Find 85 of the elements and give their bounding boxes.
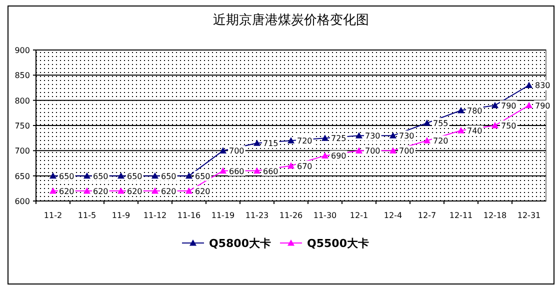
data-label: 620	[59, 186, 74, 196]
data-label: 780	[467, 106, 482, 116]
data-label: 650	[161, 172, 176, 181]
point	[254, 140, 260, 146]
x-tick-label: 11-9	[112, 211, 130, 220]
data-label: 740	[467, 126, 482, 136]
point	[288, 137, 294, 144]
y-tick-label: 900	[14, 46, 30, 55]
data-label: 750	[501, 122, 516, 130]
legend-label: Q5800大卡	[209, 237, 271, 250]
data-label: 725	[331, 134, 346, 144]
x-tick-label: 11-23	[245, 211, 269, 220]
data-label: 720	[433, 136, 448, 146]
point	[288, 162, 294, 169]
x-tick-label: 12-4	[384, 211, 402, 220]
x-tick-label: 11-19	[211, 211, 235, 220]
point	[424, 137, 430, 144]
point	[322, 152, 328, 158]
point	[526, 82, 532, 88]
point	[526, 102, 532, 108]
point	[322, 134, 328, 141]
point	[84, 187, 90, 194]
data-label: 690	[331, 152, 346, 161]
point	[152, 187, 158, 194]
point	[458, 127, 464, 134]
x-tick-label: 11-12	[143, 211, 167, 220]
point	[424, 119, 430, 126]
x-tick-label: 11-16	[177, 211, 201, 220]
data-label: 660	[229, 166, 244, 176]
point	[84, 172, 90, 179]
data-label: 830	[535, 81, 550, 90]
y-tick-label: 700	[14, 146, 30, 156]
point	[186, 187, 192, 194]
data-label: 670	[297, 162, 312, 171]
data-label: 700	[399, 146, 414, 156]
y-tick-label: 800	[14, 96, 30, 106]
point	[118, 187, 124, 194]
point	[356, 147, 362, 154]
data-label: 620	[195, 186, 210, 196]
point	[356, 132, 362, 138]
chart-title: 近期京唐港煤炭价格变化图	[213, 13, 369, 28]
point	[492, 122, 498, 128]
y-tick-label: 750	[14, 122, 30, 130]
y-tick-label: 600	[14, 197, 30, 206]
data-label: 620	[161, 186, 176, 196]
y-tick-label: 850	[14, 71, 30, 80]
point	[152, 172, 158, 179]
point	[50, 187, 56, 194]
data-label: 650	[93, 172, 108, 181]
x-tick-label: 12-11	[449, 211, 473, 220]
y-tick-label: 650	[14, 172, 30, 181]
data-label: 620	[93, 186, 108, 196]
point	[220, 167, 226, 174]
point	[118, 172, 124, 179]
data-label: 715	[263, 139, 278, 148]
data-label: 700	[365, 146, 380, 156]
data-label: 730	[365, 132, 380, 141]
point	[390, 132, 396, 138]
data-label: 650	[195, 172, 210, 181]
data-label: 790	[501, 101, 516, 110]
data-label: 620	[127, 186, 142, 196]
x-tick-label: 11-30	[313, 211, 337, 220]
x-tick-label: 12-1	[350, 211, 368, 220]
x-tick-label: 12-18	[483, 211, 507, 220]
legend-label: Q5500大卡	[307, 237, 369, 250]
point	[220, 147, 226, 154]
data-label: 720	[297, 136, 312, 146]
point	[492, 102, 498, 108]
point	[458, 106, 464, 114]
point	[390, 147, 396, 154]
point	[186, 172, 192, 179]
data-label: 730	[399, 132, 414, 141]
point	[254, 167, 260, 174]
x-tick-label: 11-5	[78, 211, 96, 220]
point	[50, 172, 56, 179]
x-tick-label: 11-26	[279, 211, 303, 220]
data-label: 650	[127, 172, 142, 181]
data-label: 755	[433, 118, 448, 128]
data-label: 700	[229, 146, 244, 156]
x-tick-label: 11-2	[44, 211, 62, 220]
x-tick-label: 12-7	[418, 211, 436, 220]
data-label: 650	[59, 172, 74, 181]
x-tick-label: 12-31	[517, 211, 541, 220]
data-label: 790	[535, 101, 550, 110]
data-label: 660	[263, 166, 278, 176]
